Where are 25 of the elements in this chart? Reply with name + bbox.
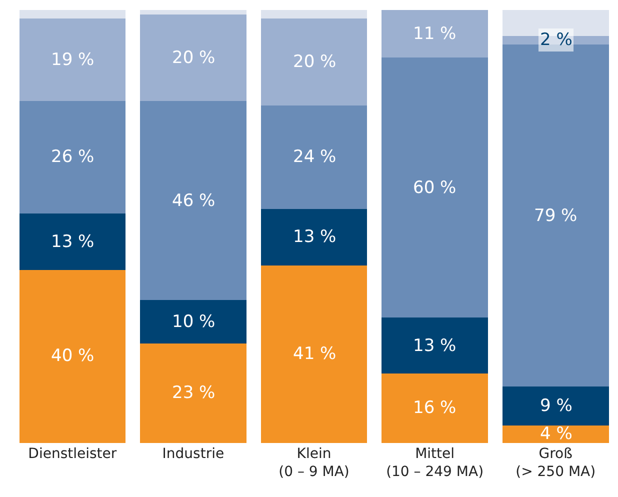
data-label: 13 %	[51, 232, 94, 252]
data-label: 4 %	[540, 424, 572, 444]
x-tick-label: Industrie	[162, 446, 224, 462]
data-label: 41 %	[293, 344, 336, 364]
x-tick-label: Groß (> 250 MA)	[516, 446, 596, 480]
x-tick-label: Mittel (10 – 249 MA)	[386, 446, 484, 480]
data-label: 10 %	[172, 312, 216, 332]
data-label: 79 %	[534, 206, 578, 226]
data-label: 40 %	[51, 346, 94, 366]
data-label: 13 %	[293, 227, 336, 247]
data-label: 24 %	[293, 147, 336, 167]
data-label: 46 %	[172, 191, 216, 211]
data-label: 19 %	[51, 50, 94, 70]
data-label: 20 %	[172, 48, 216, 68]
data-label: 23 %	[172, 383, 216, 403]
data-label: 9 %	[540, 396, 572, 416]
x-tick-label: Dienstleister	[28, 446, 117, 462]
data-label: 60 %	[413, 178, 456, 198]
data-label: 26 %	[51, 147, 94, 167]
data-label: 2 %	[540, 30, 572, 50]
data-label: 16 %	[413, 398, 456, 418]
data-label: 20 %	[293, 52, 336, 72]
data-label: 13 %	[413, 336, 456, 356]
x-tick-label: Klein (0 – 9 MA)	[278, 446, 350, 480]
data-label: 11 %	[413, 24, 456, 44]
